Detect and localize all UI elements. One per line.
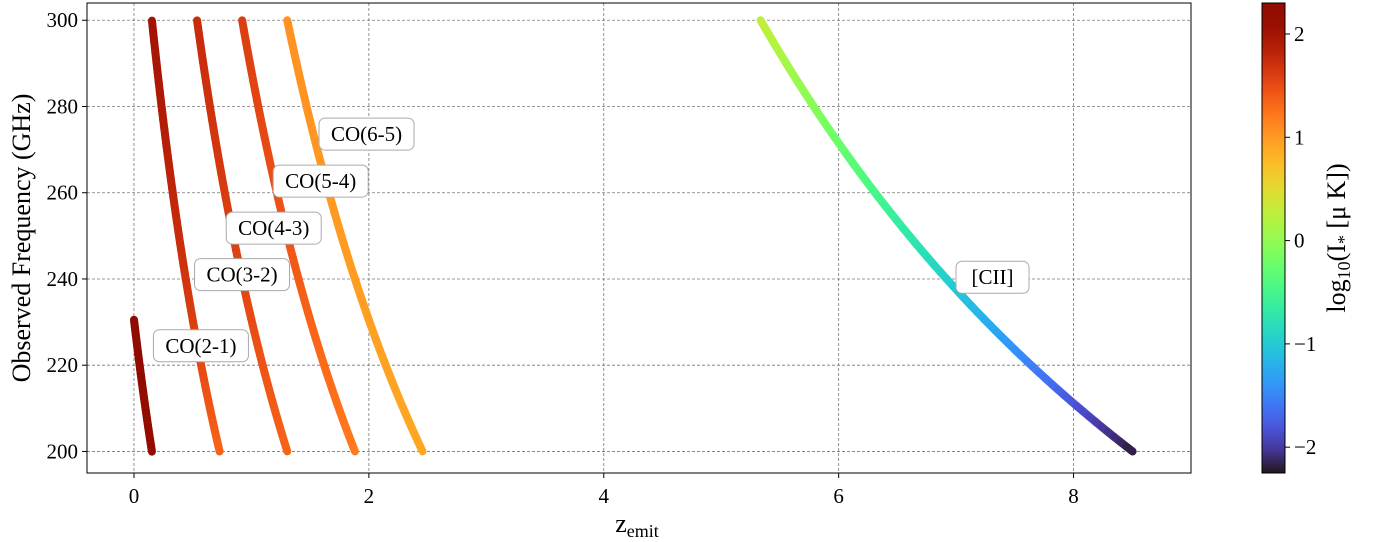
series-segment — [214, 442, 224, 456]
series-segment — [349, 442, 359, 456]
annotation-text: [CII] — [972, 265, 1014, 289]
y-tick-label: 300 — [47, 8, 79, 32]
colorbar-label-main: log — [1322, 279, 1351, 312]
y-axis: 200 220 240 260 280 300 — [47, 8, 87, 463]
annotation-box — [194, 258, 291, 292]
colorbar-tick-label: −2 — [1294, 435, 1316, 459]
annotation-label: CO(6-5) — [318, 117, 415, 151]
colorbar-tick-label: 1 — [1294, 125, 1305, 149]
annotation-text: CO(5-4) — [285, 169, 356, 193]
series-line — [129, 315, 156, 456]
x-tick-label: 0 — [129, 484, 140, 508]
annotation-box — [152, 329, 249, 363]
series-line — [283, 16, 427, 456]
y-axis-label: Observed Frequency (GHz) — [7, 94, 36, 383]
series-segment — [1122, 442, 1137, 456]
x-axis-label-main: z — [615, 509, 627, 538]
colorbar-tick-label: 2 — [1294, 22, 1305, 46]
series-segment — [416, 442, 427, 456]
x-axis: 0 2 4 6 8 — [129, 473, 1079, 508]
colorbar: −2 −1 0 1 2 log10(I* [μ K]) — [1261, 2, 1354, 474]
colorbar-label-end: [μ K]) — [1322, 163, 1351, 235]
x-tick-label: 4 — [599, 484, 610, 508]
colorbar-gradient — [1261, 2, 1286, 474]
annotation-box — [225, 211, 322, 245]
x-axis-label-sub: emit — [627, 521, 659, 541]
series-line — [756, 16, 1137, 456]
y-tick-label: 220 — [47, 353, 79, 377]
annotation-text: CO(4-3) — [238, 216, 309, 240]
y-tick-label: 200 — [47, 439, 79, 463]
series-line — [147, 16, 224, 456]
x-axis-label: zemit — [615, 509, 659, 541]
annotations: CO(2-1) CO(3-2) CO(4-3) CO(5-4) CO(6-5) [CII] — [152, 117, 1030, 363]
colorbar-ticks: −2 −1 0 1 2 — [1285, 22, 1316, 459]
y-tick-label: 260 — [47, 181, 79, 205]
x-tick-label: 2 — [364, 484, 375, 508]
annotation-text: CO(2-1) — [165, 334, 236, 358]
plot-frame — [86, 2, 1192, 474]
annotation-label: CO(4-3) — [225, 211, 322, 245]
colorbar-label-sub: 10 — [1334, 261, 1354, 279]
y-tick-label: 240 — [47, 267, 79, 291]
annotation-label: CO(2-1) — [152, 329, 249, 363]
y-tick-label: 280 — [47, 94, 79, 118]
colorbar-label-star: * — [1334, 235, 1354, 244]
annotation-box — [272, 164, 369, 198]
annotation-box — [955, 260, 1030, 294]
colorbar-label-rest: (I — [1322, 244, 1351, 261]
colorbar-tick-label: 0 — [1294, 229, 1305, 253]
annotation-box — [318, 117, 415, 151]
annotation-text: CO(3-2) — [206, 263, 277, 287]
annotation-label: [CII] — [955, 260, 1030, 294]
x-tick-label: 6 — [833, 484, 844, 508]
annotation-text: CO(6-5) — [331, 122, 402, 146]
annotation-label: CO(3-2) — [194, 258, 291, 292]
colorbar-label: log10(I* [μ K]) — [1322, 163, 1354, 312]
series-segment — [281, 442, 292, 456]
x-tick-label: 8 — [1068, 484, 1079, 508]
colorbar-tick-label: −1 — [1294, 332, 1316, 356]
annotation-label: CO(5-4) — [272, 164, 369, 198]
